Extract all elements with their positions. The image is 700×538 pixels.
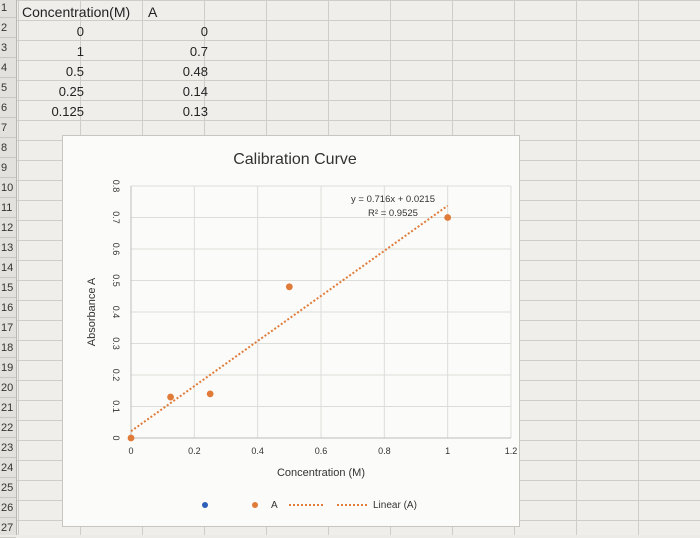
trendline-equation: y = 0.716x + 0.0215 bbox=[351, 194, 435, 205]
cell-absorbance[interactable]: 0.48 bbox=[182, 64, 208, 79]
row-number[interactable]: 24 bbox=[0, 458, 16, 478]
x-axis-title: Concentration (M) bbox=[277, 467, 365, 479]
trendline-linear-a bbox=[130, 204, 449, 433]
x-tick-label: 1.2 bbox=[505, 446, 518, 456]
y-tick-label: 0.5 bbox=[111, 274, 121, 287]
header-absorbance[interactable]: A bbox=[148, 4, 158, 20]
row-number[interactable]: 6 bbox=[0, 98, 16, 118]
row-number[interactable]: 26 bbox=[0, 498, 16, 518]
row-number[interactable]: 25 bbox=[0, 478, 16, 498]
x-tick-label: 0.2 bbox=[188, 446, 201, 456]
chart-area[interactable]: Calibration Curve 0 0.2 0.4 0.6 0.8 1 1.2 0 0.1 0.… bbox=[62, 135, 520, 527]
row-number[interactable]: 11 bbox=[0, 198, 16, 218]
x-tick-label: 0.8 bbox=[378, 446, 391, 456]
legend-label-linear: Linear (A) bbox=[373, 500, 417, 511]
data-point bbox=[206, 390, 214, 398]
legend-marker-a bbox=[252, 502, 258, 508]
row-number[interactable]: 15 bbox=[0, 278, 16, 298]
row-number[interactable]: 2 bbox=[0, 18, 16, 38]
row-number[interactable]: 12 bbox=[0, 218, 16, 238]
data-point bbox=[167, 393, 174, 401]
row-number[interactable]: 21 bbox=[0, 398, 16, 418]
row-header: 1 2 3 4 5 6 7 8 9 10 11 12 13 14 15 16 17 18 19 20 21 22 23 24 2… bbox=[0, 0, 17, 538]
row-number[interactable]: 17 bbox=[0, 318, 16, 338]
row-number[interactable]: 18 bbox=[0, 338, 16, 358]
row-number[interactable]: 23 bbox=[0, 438, 16, 458]
cell-concentration[interactable]: 1 bbox=[76, 44, 84, 59]
y-tick-label: 0 bbox=[111, 435, 121, 440]
y-tick-label: 0.1 bbox=[111, 400, 121, 413]
x-tick-label: 0.6 bbox=[315, 446, 328, 456]
row-number[interactable]: 4 bbox=[0, 58, 16, 78]
x-tick-label: 0.4 bbox=[251, 446, 264, 456]
y-tick-label: 0.7 bbox=[111, 211, 121, 224]
legend-label-a: A bbox=[271, 500, 278, 511]
cell-absorbance[interactable]: 0.14 bbox=[182, 84, 208, 99]
row-number[interactable]: 1 bbox=[0, 0, 16, 18]
row-number[interactable]: 9 bbox=[0, 158, 16, 178]
row-number[interactable]: 13 bbox=[0, 238, 16, 258]
data-point bbox=[444, 214, 452, 221]
y-tick-label: 0.8 bbox=[111, 180, 121, 193]
row-number[interactable]: 22 bbox=[0, 418, 16, 438]
cell-absorbance[interactable]: 0.13 bbox=[182, 104, 208, 119]
row-number[interactable]: 10 bbox=[0, 178, 16, 198]
row-number[interactable]: 14 bbox=[0, 258, 16, 278]
data-point bbox=[285, 283, 293, 291]
cell-concentration[interactable]: 0 bbox=[76, 24, 84, 39]
row-number[interactable]: 8 bbox=[0, 138, 16, 158]
cell-absorbance[interactable]: 0 bbox=[200, 24, 208, 39]
y-tick-label: 0.2 bbox=[111, 369, 121, 382]
cell-absorbance[interactable]: 0.7 bbox=[189, 44, 208, 59]
cell-concentration[interactable]: 0.25 bbox=[58, 84, 84, 99]
y-tick-label: 0.4 bbox=[111, 306, 121, 319]
row-number[interactable]: 3 bbox=[0, 38, 16, 58]
row-number[interactable]: 5 bbox=[0, 78, 16, 98]
y-tick-label: 0.6 bbox=[111, 243, 121, 256]
row-number[interactable]: 7 bbox=[0, 118, 16, 138]
cell-concentration[interactable]: 0.5 bbox=[65, 64, 84, 79]
x-tick-label: 0 bbox=[128, 446, 133, 456]
cell-concentration[interactable]: 0.125 bbox=[51, 104, 84, 119]
row-number[interactable]: 16 bbox=[0, 298, 16, 318]
header-concentration[interactable]: Concentration(M) bbox=[22, 4, 131, 20]
x-tick-label: 1 bbox=[445, 446, 450, 456]
y-tick-label: 0.3 bbox=[111, 337, 121, 350]
y-axis-title: Absorbance A bbox=[86, 277, 98, 346]
data-point bbox=[127, 434, 135, 442]
chart-title: Calibration Curve bbox=[233, 151, 357, 168]
row-number[interactable]: 27 bbox=[0, 518, 16, 538]
row-number[interactable]: 20 bbox=[0, 378, 16, 398]
row-number[interactable]: 19 bbox=[0, 358, 16, 378]
legend-blue-marker bbox=[202, 502, 208, 508]
calibration-chart-svg: Calibration Curve 0 0.2 0.4 0.6 0.8 1 1.2 0 0.1 0.… bbox=[86, 151, 518, 511]
trendline-r-squared: R² = 0.9525 bbox=[368, 208, 418, 219]
